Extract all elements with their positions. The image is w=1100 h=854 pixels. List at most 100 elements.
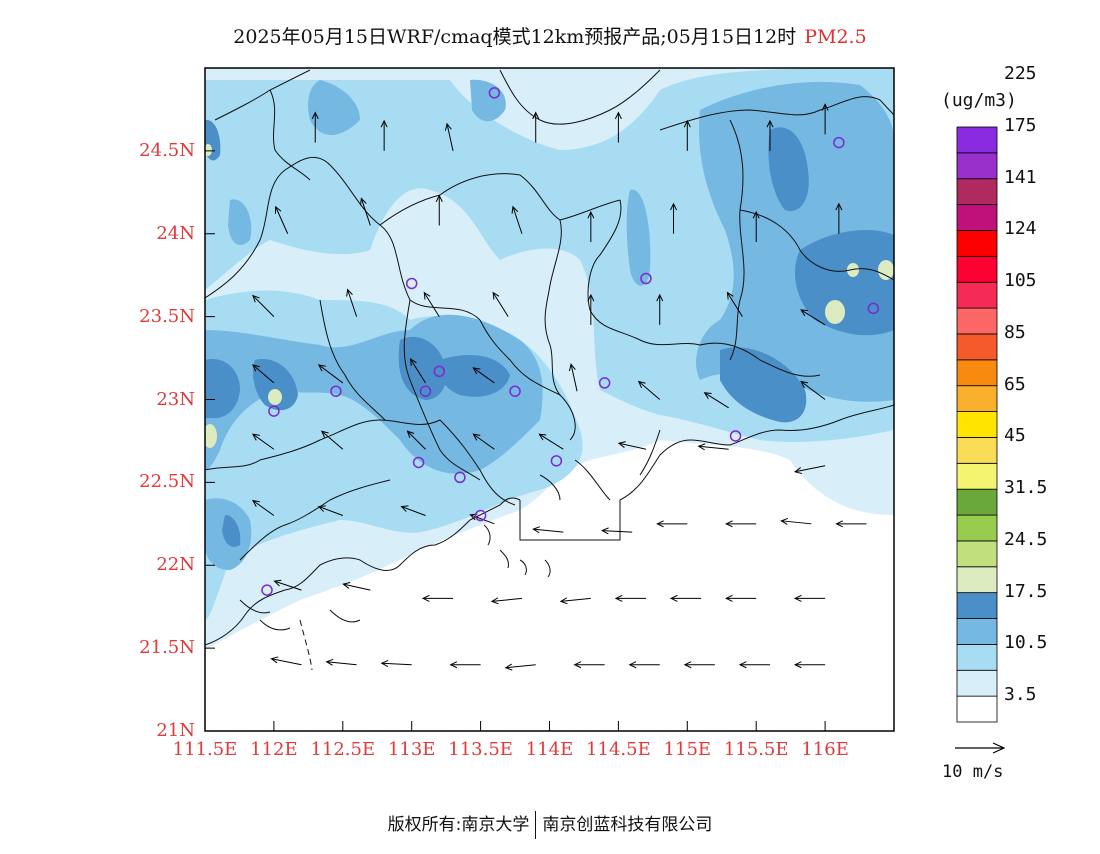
station-marker [405, 277, 418, 290]
wind-arrow [472, 367, 495, 384]
wind-arrow [342, 582, 371, 591]
lon-tick-label: 115.5E [723, 739, 789, 760]
wind-arrow [449, 661, 481, 669]
colorbar-swatch [956, 411, 998, 438]
colorbar-swatch [956, 359, 998, 387]
wind-arrow [359, 197, 371, 226]
colorbar-label: 175 [1004, 115, 1037, 136]
wind-arrow [252, 294, 275, 317]
colorbar-swatch [956, 307, 998, 335]
wind-arrow [380, 119, 388, 151]
station-marker [488, 87, 501, 99]
wind-arrow [435, 194, 443, 226]
lon-tick-label: 112E [250, 739, 298, 760]
wind-arrow [406, 430, 426, 450]
lat-tick-label: 24.5N [139, 139, 195, 161]
wind-arrow [669, 594, 702, 602]
colorbar-label: 24.5 [1004, 528, 1048, 550]
footer-divider [535, 811, 537, 839]
station-marker [867, 302, 880, 315]
colorbar-swatch [956, 462, 998, 490]
wind-arrow [587, 210, 595, 243]
wind-arrow [409, 357, 426, 384]
wind-arrow [532, 526, 564, 534]
lon-tick-label: 114E [525, 739, 574, 760]
wind-arrow [273, 579, 302, 591]
wind-arrow [311, 111, 319, 143]
lon-tick-label: 112.5E [310, 739, 376, 760]
station-marker [412, 456, 425, 469]
colorbar-swatch [956, 437, 998, 464]
wind-arrow [656, 293, 664, 325]
lon-tick-label: 113.5E [448, 739, 513, 760]
wind-arrow [511, 205, 523, 234]
wind-arrow [325, 658, 357, 666]
wind-arrow [317, 505, 343, 516]
station-marker [261, 584, 273, 596]
colorbar-label: 45 [1004, 425, 1026, 447]
wind-arrow [423, 291, 440, 317]
wind-arrow [317, 364, 344, 384]
wind-arrow [793, 465, 826, 475]
wind-arrow [725, 520, 757, 528]
lon-tick-label: 111.5E [172, 739, 238, 760]
colorbar [956, 126, 998, 723]
lat-tick-label: 21N [156, 720, 195, 741]
colorbar-label: 17.5 [1004, 580, 1048, 602]
lon-tick-label: 113E [387, 739, 436, 760]
colorbar-label: 85 [1004, 321, 1026, 343]
wind-arrow [835, 202, 843, 234]
wind-arrow [628, 661, 660, 669]
wind-arrow [444, 122, 454, 151]
wind-arrow [559, 597, 591, 605]
wind-arrow [492, 291, 509, 317]
colorbar-swatch [956, 566, 998, 594]
colorbar-swatch [956, 204, 998, 231]
wind-arrow [320, 430, 344, 450]
colorbar-swatch [956, 514, 998, 542]
lat-tick-label: 22N [156, 554, 195, 576]
colorbar-swatch [956, 281, 998, 309]
colorbar-label: 105 [1004, 270, 1037, 292]
colorbar-swatch [956, 152, 998, 180]
station-marker [268, 405, 280, 417]
lat-tick-label: 23N [156, 388, 195, 410]
station-marker [833, 136, 845, 149]
colorbar-swatch [956, 540, 998, 568]
colorbar-swatch [956, 643, 998, 671]
wind-arrow [252, 364, 275, 384]
wind-scale-arrow [955, 742, 1006, 754]
station-marker [598, 377, 611, 389]
wind-vectors [251, 103, 867, 671]
lat-tick-label: 22.5N [139, 471, 195, 493]
station-marker [729, 430, 742, 442]
station-marker [330, 385, 342, 397]
wind-arrow [821, 103, 829, 135]
wind-arrow [346, 288, 358, 317]
colorbar-swatch [956, 255, 998, 283]
wind-arrow [725, 594, 757, 602]
copyright-footer: 版权所有:南京大学 南京创蓝科技有限公司 [0, 810, 1100, 839]
monitoring-stations [261, 87, 880, 596]
station-marker [509, 385, 521, 397]
wind-arrow [703, 392, 729, 409]
colorbar-label: 3.5 [1004, 684, 1037, 706]
colorbar-swatch [956, 592, 998, 619]
lat-tick-label: 24N [156, 222, 195, 244]
wind-arrow [421, 594, 454, 602]
colorbar-label: 124 [1004, 218, 1037, 240]
copyright-owner: 版权所有:南京大学 [387, 815, 530, 835]
wind-arrow [766, 119, 774, 151]
station-marker [419, 385, 432, 397]
colorbar-swatch [956, 385, 998, 412]
colorbar-swatch [956, 618, 998, 645]
wind-arrow [683, 661, 715, 669]
wind-arrow [835, 520, 867, 528]
wind-arrow [614, 594, 646, 602]
wind-arrow [532, 111, 540, 143]
lat-tick-label: 23.5N [139, 305, 195, 327]
chart-title: 2025年05月15日WRF/cmaq模式12km预报产品;05月15日12时 P… [0, 22, 1100, 49]
wind-arrow [697, 443, 729, 451]
colorbar-label: 225 [1004, 63, 1037, 85]
